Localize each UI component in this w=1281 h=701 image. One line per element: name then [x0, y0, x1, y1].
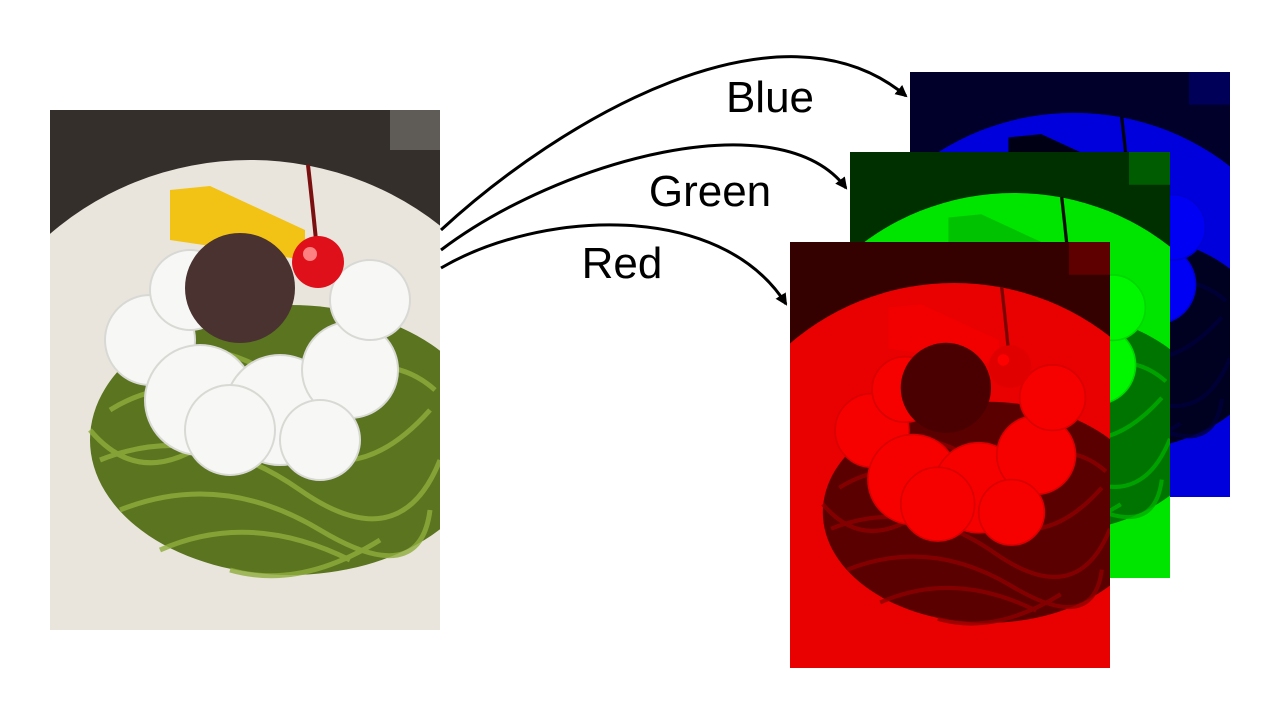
channel-label: Blue	[726, 73, 814, 122]
arrow-blue	[439, 55, 908, 232]
arrow-green	[440, 143, 848, 252]
arrow-red	[440, 223, 788, 306]
original-image	[0, 110, 550, 701]
channel-label: Red	[582, 239, 663, 288]
channel-label: Green	[649, 167, 771, 216]
